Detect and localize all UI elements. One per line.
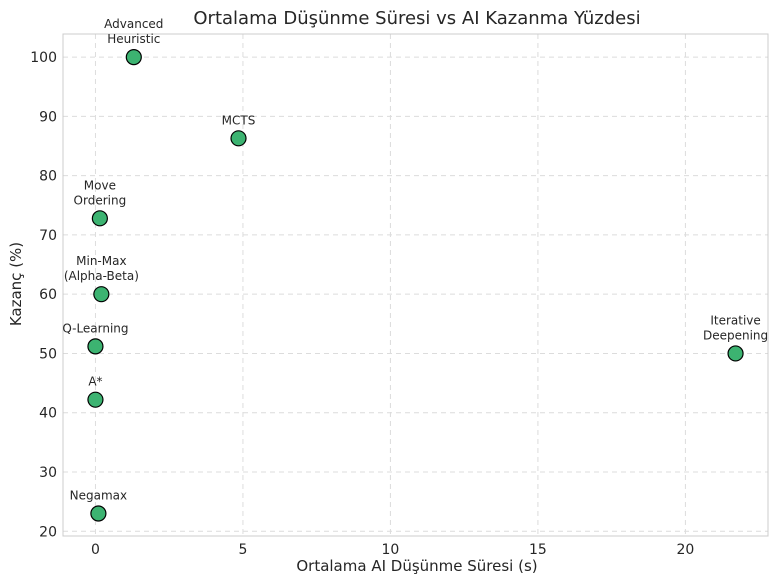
data-point — [90, 505, 107, 522]
data-point — [87, 391, 104, 408]
y-tick-label: 60 — [39, 287, 57, 303]
point-label: A* — [88, 375, 102, 389]
x-tick-label: 5 — [238, 542, 247, 558]
y-tick-label: 50 — [39, 346, 57, 362]
y-axis-label: Kazanç (%) — [7, 242, 25, 326]
y-tick-label: 40 — [39, 406, 57, 422]
data-points — [87, 49, 744, 522]
data-point — [91, 210, 108, 227]
data-point — [230, 130, 247, 147]
x-tick-label: 15 — [529, 542, 547, 558]
y-tick-label: 100 — [30, 50, 57, 66]
point-label: Advanced Heuristic — [104, 17, 163, 46]
data-point — [727, 345, 744, 362]
point-labels: Advanced Heuristic MCTS Move Ordering Min-Max… — [62, 17, 768, 502]
grid — [63, 34, 768, 536]
x-tick-label: 0 — [91, 542, 100, 558]
x-axis-label: Ortalama AI Düşünme Süresi (s) — [296, 557, 537, 575]
point-label: Negamax — [70, 488, 127, 502]
point-label: Move Ordering — [74, 178, 127, 207]
point-label: Min-Max (Alpha-Beta) — [64, 254, 139, 283]
y-tick-label: 20 — [39, 524, 57, 540]
y-tick-label: 70 — [39, 228, 57, 244]
y-tick-label: 30 — [39, 465, 57, 481]
y-tick-label: 90 — [39, 109, 57, 125]
tick-labels: 0 5 10 15 20 20 30 40 50 60 70 80 90 100 — [30, 50, 694, 558]
point-label: MCTS — [222, 113, 256, 127]
data-point — [125, 49, 142, 66]
point-label: Q-Learning — [62, 321, 128, 335]
x-tick-label: 10 — [382, 542, 400, 558]
point-label: Iterative Deepening — [703, 313, 768, 342]
data-point — [87, 338, 104, 355]
chart-title: Ortalama Düşünme Süresi vs AI Kazanma Yü… — [193, 8, 640, 29]
y-tick-label: 80 — [39, 169, 57, 185]
data-point — [93, 286, 110, 303]
plot-frame — [62, 33, 769, 537]
x-tick-label: 20 — [676, 542, 694, 558]
